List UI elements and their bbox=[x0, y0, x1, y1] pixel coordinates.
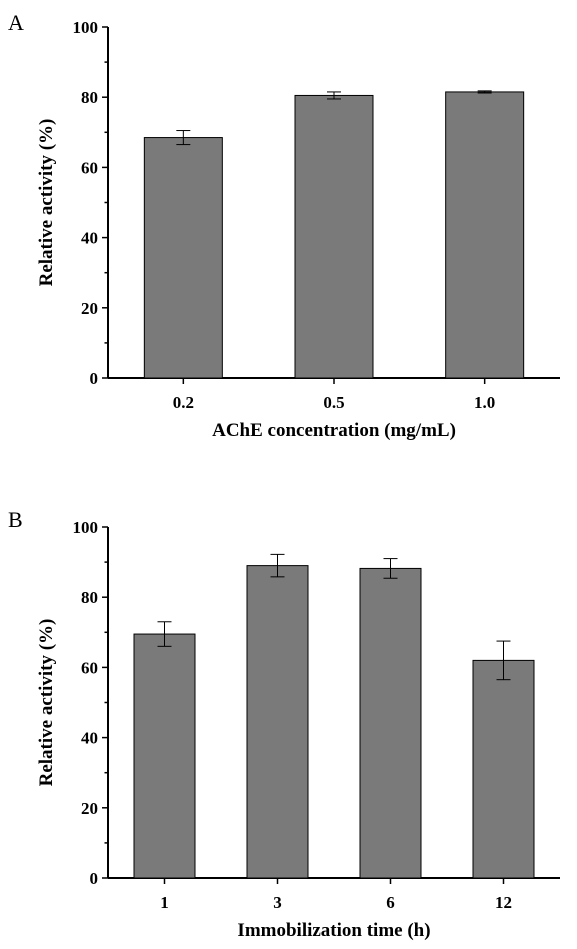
x-axis-title: AChE concentration (mg/mL) bbox=[212, 420, 456, 441]
y-axis-title: Relative activity (%) bbox=[36, 619, 57, 787]
x-tick-label: 1.0 bbox=[474, 393, 495, 412]
x-tick-label: 0.2 bbox=[173, 393, 194, 412]
bar bbox=[294, 94, 374, 379]
bar bbox=[133, 633, 196, 879]
y-tick-label: 40 bbox=[81, 229, 98, 248]
x-axis-title: Immobilization time (h) bbox=[237, 920, 430, 941]
y-tick-label: 80 bbox=[81, 588, 98, 607]
y-tick-label: 100 bbox=[73, 18, 99, 37]
bar bbox=[445, 91, 525, 379]
panel-label: B bbox=[8, 507, 23, 532]
x-tick-label: 12 bbox=[495, 893, 512, 912]
x-tick-label: 6 bbox=[386, 893, 395, 912]
x-tick-label: 1 bbox=[160, 893, 169, 912]
bar bbox=[246, 565, 309, 879]
y-tick-label: 60 bbox=[81, 158, 98, 177]
chart-panel-a: A 0 20 40 60 80 100 0.2 0.5 1.0 AChE concentration… bbox=[8, 10, 560, 441]
y-tick-label: 40 bbox=[81, 729, 98, 748]
y-tick-label: 20 bbox=[81, 799, 98, 818]
y-tick-label: 20 bbox=[81, 299, 98, 318]
bar bbox=[359, 567, 422, 879]
y-tick-label: 60 bbox=[81, 658, 98, 677]
chart-panel-b: B 0 20 40 60 80 100 1 3 6 12 Immobilization time (h… bbox=[8, 507, 560, 941]
y-tick-label: 0 bbox=[90, 369, 99, 388]
panel-label: A bbox=[8, 10, 24, 35]
bar bbox=[143, 137, 223, 379]
y-axis-title: Relative activity (%) bbox=[36, 119, 57, 287]
x-tick-label: 0.5 bbox=[323, 393, 344, 412]
y-tick-label: 0 bbox=[90, 869, 99, 888]
y-tick-label: 80 bbox=[81, 88, 98, 107]
y-tick-label: 100 bbox=[73, 518, 99, 537]
x-tick-label: 3 bbox=[273, 893, 282, 912]
bar bbox=[472, 659, 535, 879]
